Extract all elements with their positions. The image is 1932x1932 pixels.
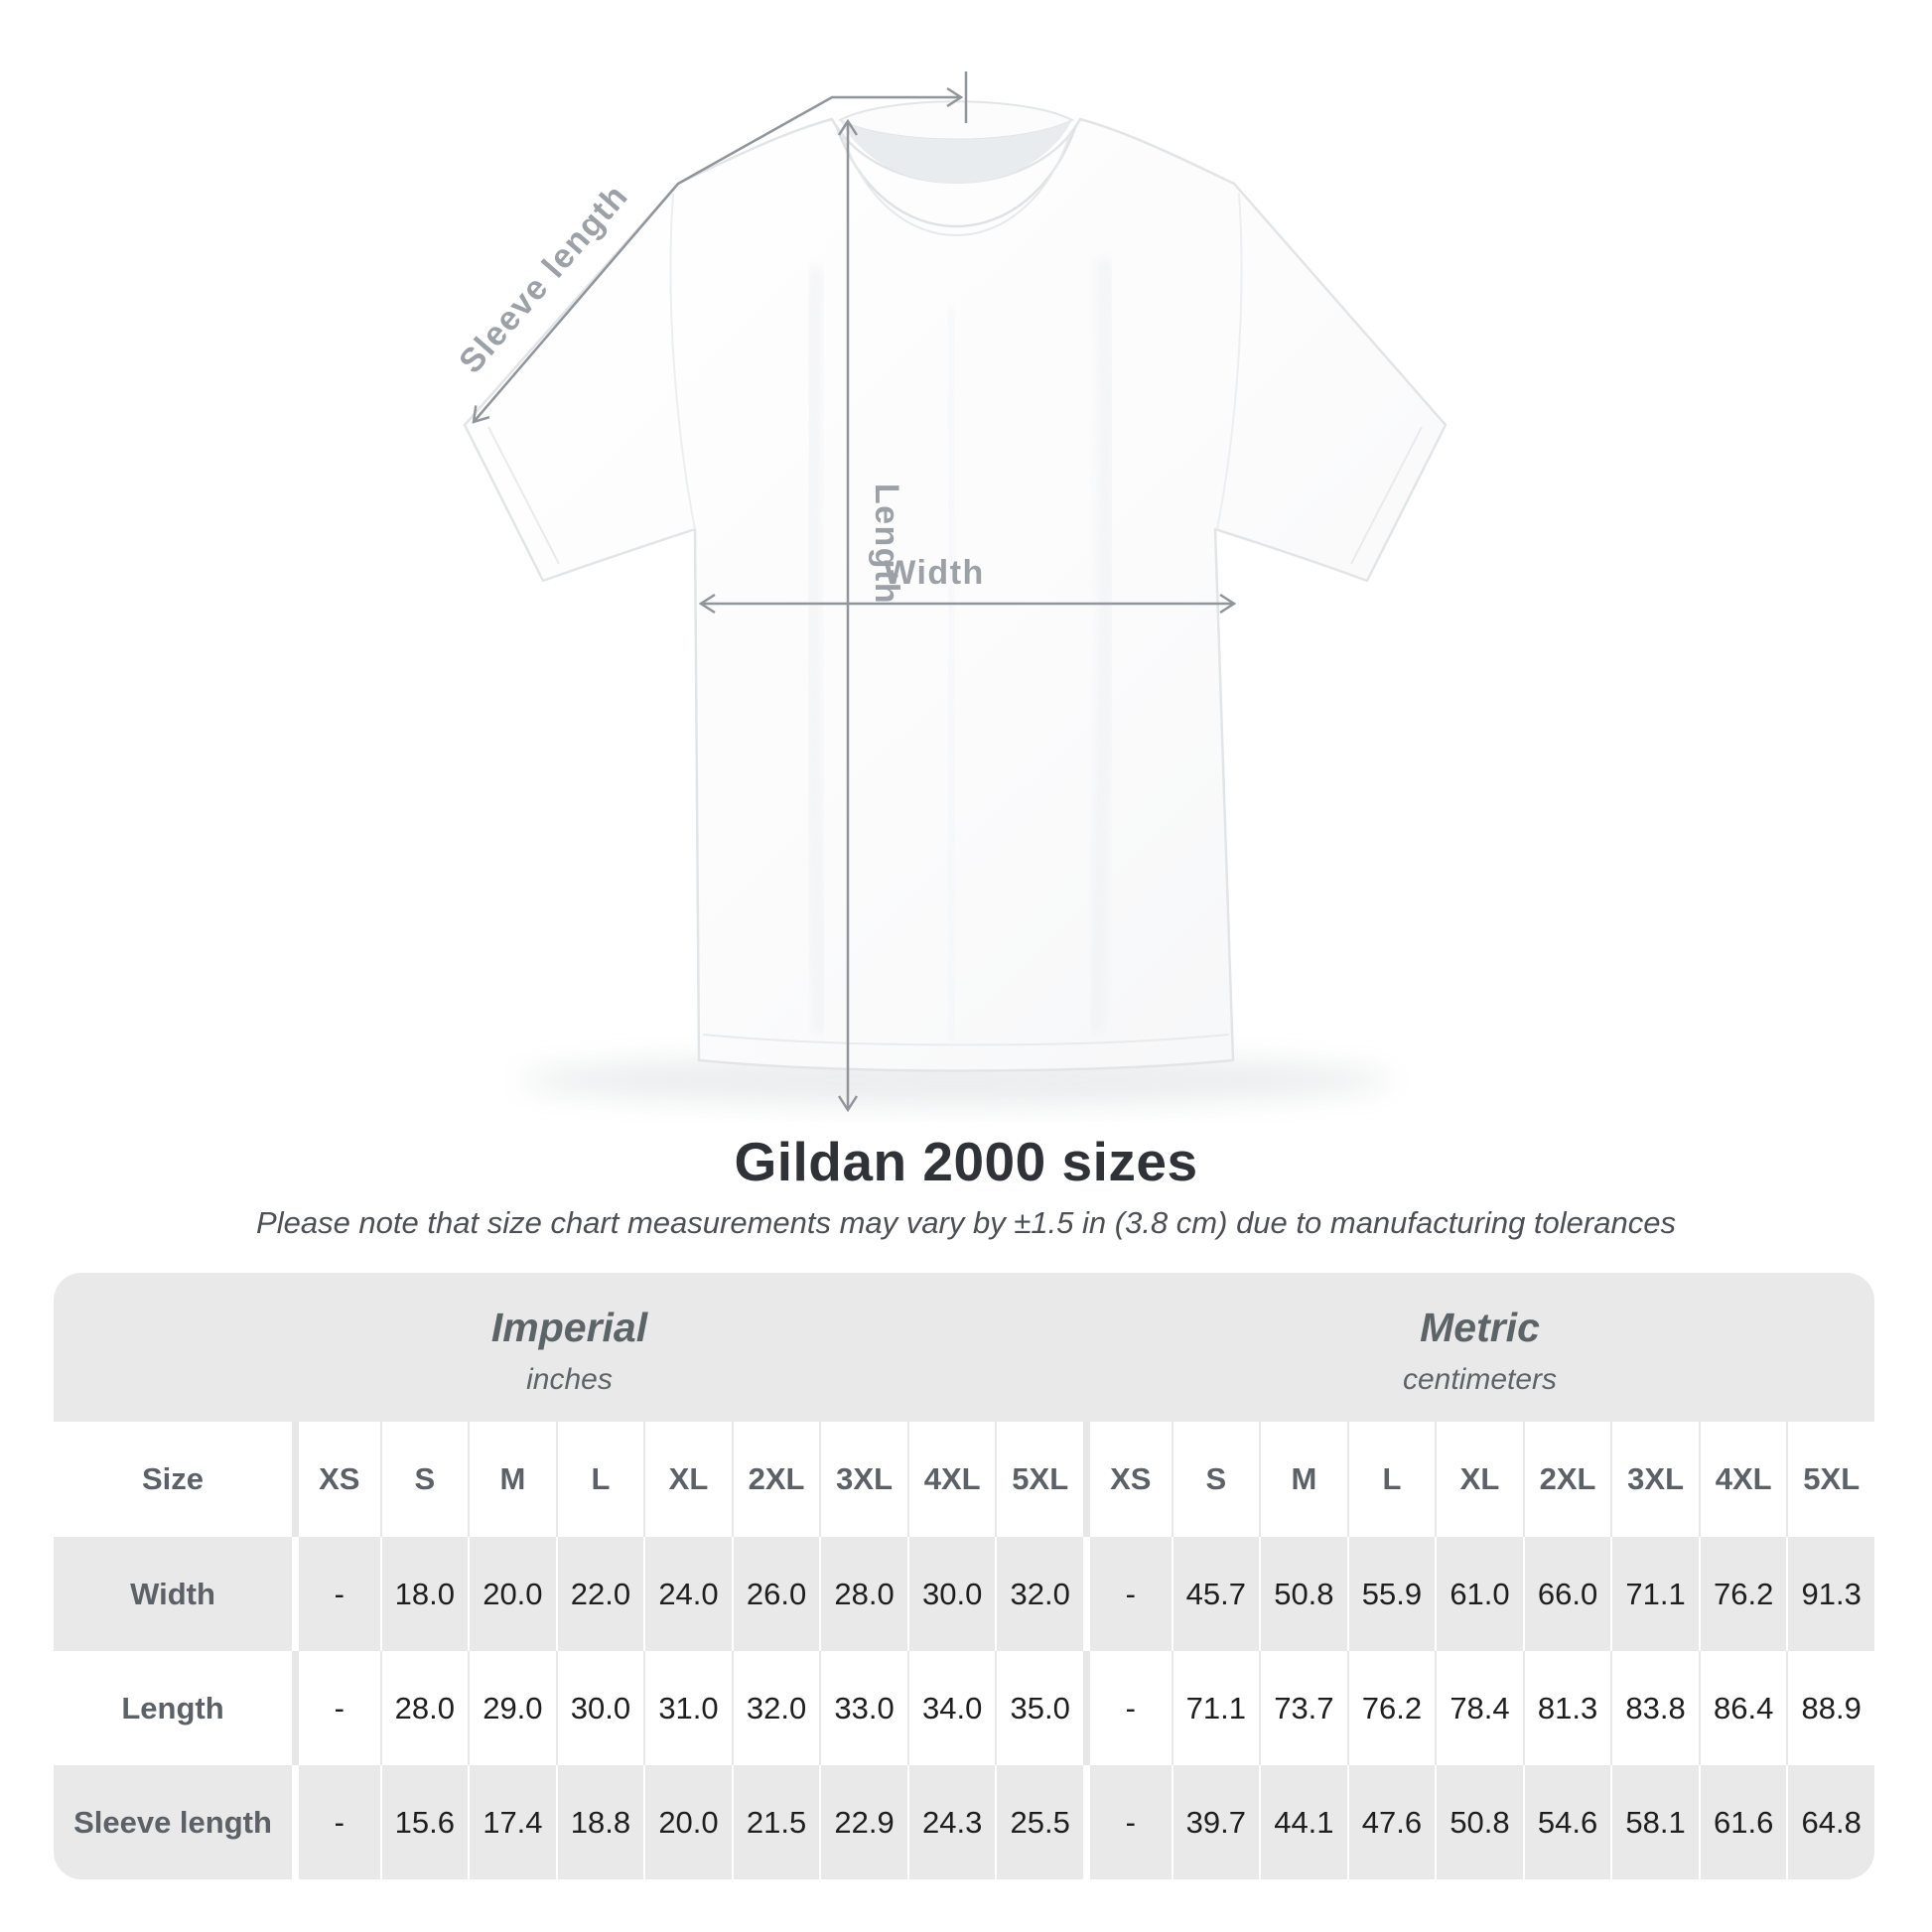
size-header-metric-3xl: 3XL [1610,1422,1699,1537]
metric-value-cell: - [1083,1537,1172,1651]
table-body: Width -18.0 20.0 22.0 24.0 26.0 28.0 30.0 32.0-4… [54,1537,1874,1879]
row-label: Length [121,1690,224,1725]
imperial-value-cell: 33.0 [819,1651,907,1765]
metric-value-cell: 86.4 [1698,1651,1787,1765]
imperial-value-cell: 18.8 [555,1765,644,1879]
metric-value-cell: - [1083,1765,1172,1879]
size-header-metric-5xl: 5XL [1786,1422,1874,1537]
table-row-width: Width -18.0 20.0 22.0 24.0 26.0 28.0 30.0 32.0-4… [54,1537,1874,1651]
imperial-title: Imperial [490,1305,648,1350]
metric-value-cell: 50.8 [1259,1537,1347,1651]
imperial-value-cell: 32.0 [731,1651,820,1765]
imperial-value-cell: 25.5 [995,1765,1083,1879]
metric-value-cell: 44.1 [1259,1765,1347,1879]
imperial-value-cell: 35.0 [995,1651,1083,1765]
imperial-unit: inches [526,1363,613,1396]
size-header-metric-s: S [1171,1422,1260,1537]
width-label: Width [884,554,985,592]
row-label: Sleeve length [73,1804,272,1840]
imperial-value-cell: 31.0 [643,1651,732,1765]
table-row-sleeve-length: Sleeve length -15.6 17.4 18.8 20.0 21.5 22.9 24… [54,1765,1874,1879]
metric-value-cell: 73.7 [1259,1651,1347,1765]
metric-value-cell: 66.0 [1522,1537,1611,1651]
size-header-row: Size XS S M L XL 2XL 3XL 4XL 5XL XS S M L XL 2XL 3XL 4XL 5… [54,1422,1874,1537]
imperial-value-cell: 26.0 [731,1537,820,1651]
metric-value-cell: 54.6 [1522,1765,1611,1879]
imperial-value-cell: 17.4 [468,1765,556,1879]
metric-value-cell: 91.3 [1786,1537,1874,1651]
size-header-imperial-l: L [555,1422,644,1537]
metric-value-cell: 76.2 [1346,1651,1436,1765]
size-header-metric-2xl: 2XL [1522,1422,1611,1537]
size-header-imperial-xs: XS [292,1422,380,1537]
imperial-value-cell: 20.0 [468,1537,556,1651]
imperial-value-cell: 30.0 [555,1651,644,1765]
page-title: Gildan 2000 sizes [734,1131,1198,1192]
size-header-metric-m: M [1259,1422,1347,1537]
imperial-value-cell: - [292,1651,380,1765]
metric-value-cell: 78.4 [1435,1651,1523,1765]
imperial-value-cell: 29.0 [468,1651,556,1765]
table-row-length: Length -28.0 29.0 30.0 31.0 32.0 33.0 34.0 35.0-… [54,1651,1874,1765]
metric-value-cell: 47.6 [1346,1765,1436,1879]
imperial-value-cell: 34.0 [906,1651,996,1765]
imperial-value-cell: 21.5 [731,1765,820,1879]
imperial-value-cell: 28.0 [819,1537,907,1651]
imperial-value-cell: 28.0 [379,1651,469,1765]
imperial-value-cell: - [292,1537,380,1651]
metric-unit: centimeters [1402,1363,1558,1396]
metric-value-cell: 58.1 [1610,1765,1699,1879]
metric-value-cell: 83.8 [1610,1651,1699,1765]
size-header-imperial-xl: XL [643,1422,732,1537]
unit-group-row: Imperial inches Metric centimeters [54,1273,1874,1422]
size-header-imperial-2xl: 2XL [731,1422,820,1537]
metric-value-cell: 71.1 [1610,1537,1699,1651]
tshirt-measurement-diagram: Sleeve length Length Width [452,71,1448,1113]
dimension-lines [472,71,1237,1113]
metric-value-cell: - [1083,1651,1172,1765]
imperial-value-cell: 32.0 [995,1537,1083,1651]
row-label: Width [130,1576,215,1611]
metric-value-cell: 61.0 [1435,1537,1523,1651]
metric-value-cell: 81.3 [1522,1651,1611,1765]
imperial-value-cell: 15.6 [379,1765,469,1879]
page-subtitle: Please note that size chart measurements… [256,1205,1676,1240]
imperial-value-cell: 18.0 [379,1537,469,1651]
imperial-value-cell: 22.9 [819,1765,907,1879]
size-header-imperial-4xl: 4XL [906,1422,996,1537]
size-header-metric-xs: XS [1083,1422,1172,1537]
size-header-metric-4xl: 4XL [1698,1422,1787,1537]
size-header-metric-xl: XL [1435,1422,1523,1537]
metric-value-cell: 76.2 [1698,1537,1787,1651]
imperial-value-cell: 24.0 [643,1537,732,1651]
length-label: Length [868,483,905,605]
size-table: Imperial inches Metric centimeters Size X… [54,1273,1874,1879]
imperial-value-cell: 24.3 [906,1765,996,1879]
metric-value-cell: 45.7 [1171,1537,1260,1651]
imperial-group-header: Imperial inches [54,1273,1085,1422]
size-column-header: Size [141,1461,205,1496]
imperial-value-cell: 20.0 [643,1765,732,1879]
sleeve-length-line [472,86,964,424]
metric-value-cell: 50.8 [1435,1765,1523,1879]
imperial-value-cell: - [292,1765,380,1879]
size-header-imperial-m: M [468,1422,556,1537]
metric-value-cell: 64.8 [1786,1765,1874,1879]
metric-value-cell: 61.6 [1698,1765,1787,1879]
imperial-value-cell: 30.0 [906,1537,996,1651]
metric-value-cell: 39.7 [1171,1765,1260,1879]
metric-value-cell: 71.1 [1171,1651,1260,1765]
shirt-shadow [519,1054,1393,1106]
imperial-value-cell: 22.0 [555,1537,644,1651]
metric-title: Metric [1420,1305,1540,1350]
size-header-imperial-s: S [379,1422,469,1537]
size-header-imperial-3xl: 3XL [819,1422,907,1537]
metric-value-cell: 88.9 [1786,1651,1874,1765]
metric-group-header: Metric centimeters [1085,1273,1874,1422]
size-header-metric-l: L [1346,1422,1436,1537]
metric-value-cell: 55.9 [1346,1537,1436,1651]
size-header-imperial-5xl: 5XL [995,1422,1083,1537]
